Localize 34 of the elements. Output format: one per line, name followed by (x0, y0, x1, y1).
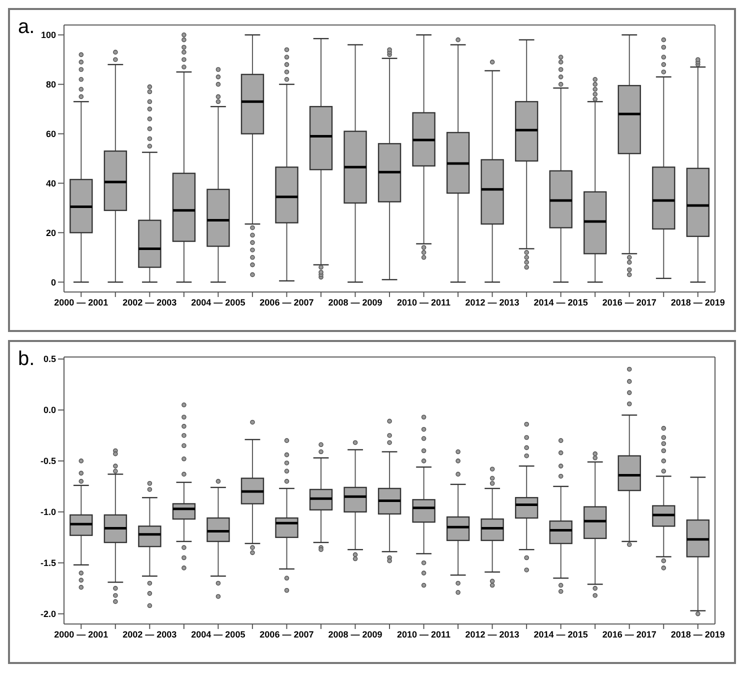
x-tick-label: 2012 — 2013 (465, 629, 520, 640)
x-tick-label: 2012 — 2013 (465, 297, 520, 308)
x-tick-label: 2010 — 2011 (396, 629, 451, 640)
x-tick-label: 2004 — 2005 (191, 297, 246, 308)
x-tick-label: 2006 — 2007 (260, 297, 314, 308)
y-tick-label: -1.5 (40, 558, 56, 568)
x-tick-label: 2010 — 2011 (396, 297, 451, 308)
y-tick-label: 0.0 (43, 405, 56, 416)
x-tick-label: 2016 — 2017 (602, 297, 656, 308)
y-tick-label: 40 (46, 178, 56, 188)
y-tick-label: 0 (50, 277, 56, 288)
x-tick-label: 2004 — 2005 (191, 629, 246, 640)
chart-title: b. (18, 348, 35, 371)
x-tick-label: 2014 — 2015 (534, 297, 588, 308)
x-tick-label: 2006 — 2007 (260, 629, 314, 640)
chart-title: a. (18, 16, 35, 39)
x-tick-label: 2000 — 2001 (54, 629, 108, 640)
x-tick-label: 2018 — 2019 (670, 629, 725, 640)
y-tick-label: 0.5 (43, 354, 56, 364)
y-tick-label: -0.5 (40, 456, 56, 466)
x-tick-label: 2002 — 2003 (122, 629, 177, 640)
y-tick-label: 60 (46, 128, 56, 139)
x-tick-label: 2002 — 2003 (122, 297, 177, 308)
x-tick-label: 2016 — 2017 (602, 629, 656, 640)
x-tick-label: 2014 — 2015 (534, 629, 588, 640)
x-tick-label: 2008 — 2009 (328, 297, 382, 308)
y-tick-label: -1.0 (40, 507, 56, 518)
y-tick-label: -2.0 (40, 609, 56, 620)
x-tick-label: 2000 — 2001 (54, 297, 108, 308)
y-tick-label: 100 (40, 30, 56, 40)
y-tick-label: 20 (46, 228, 56, 238)
x-tick-label: 2018 — 2019 (670, 297, 725, 308)
x-tick-label: 2008 — 2009 (328, 629, 382, 640)
y-tick-label: 80 (46, 80, 56, 90)
